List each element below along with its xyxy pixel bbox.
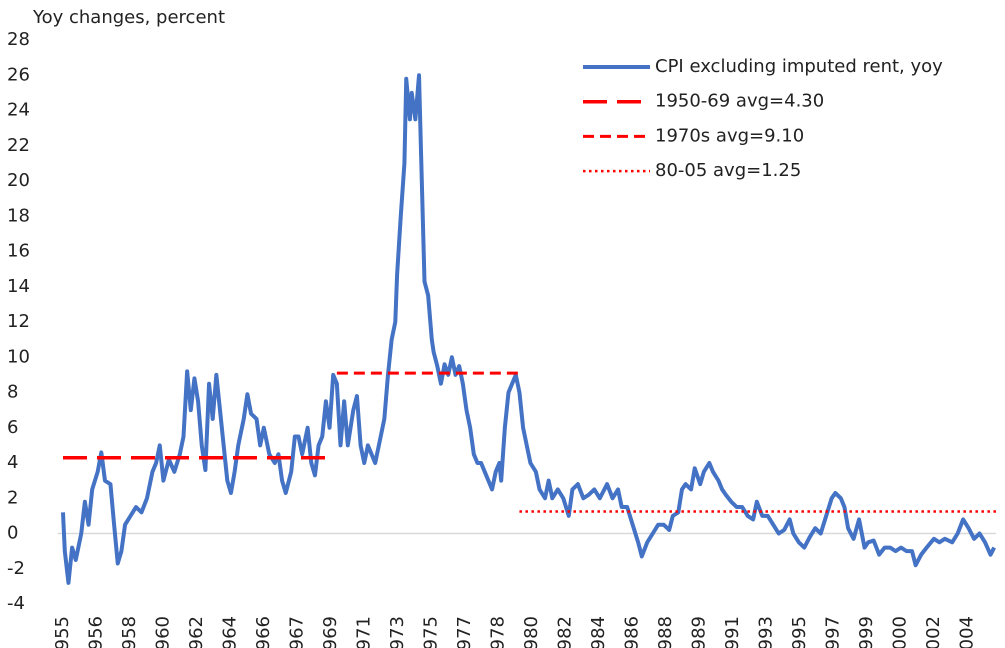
- x-tick-label: 2004: [957, 616, 978, 648]
- x-tick-label: 1991: [722, 616, 743, 648]
- y-tick-label: 24: [7, 100, 30, 121]
- y-tick-label: 28: [7, 29, 30, 50]
- x-tick-label: 1984: [588, 616, 609, 648]
- x-tick-label: 1999: [856, 616, 877, 648]
- y-tick-label: 26: [7, 64, 30, 85]
- x-tick-label: 2002: [923, 616, 944, 648]
- x-tick-label: 1955: [52, 616, 73, 648]
- legend-label: 1950-69 avg=4.30: [655, 91, 824, 112]
- y-tick-label: 20: [7, 170, 30, 191]
- x-tick-label: 1962: [186, 616, 207, 648]
- y-tick-label: -2: [7, 558, 25, 579]
- x-tick-label: 1960: [153, 616, 174, 648]
- x-tick-label: 1964: [220, 616, 241, 648]
- y-tick-label: 18: [7, 205, 30, 226]
- x-tick-label: 2000: [890, 616, 911, 648]
- x-tick-label: 1977: [454, 616, 475, 648]
- legend-label: 1970s avg=9.10: [655, 125, 804, 146]
- x-tick-label: 1988: [655, 616, 676, 648]
- y-tick-label: 16: [7, 241, 30, 262]
- x-tick-label: 1989: [689, 616, 710, 648]
- x-tick-label: 1971: [354, 616, 375, 648]
- y-tick-label: 0: [7, 523, 18, 544]
- x-tick-label: 1966: [253, 616, 274, 648]
- x-tick-label: 1993: [756, 616, 777, 648]
- legend-label: 80-05 avg=1.25: [655, 160, 801, 181]
- y-tick-label: 6: [7, 417, 18, 438]
- series-line: [60, 73, 996, 585]
- x-tick-label: 1969: [320, 616, 341, 648]
- x-tick-label: 1978: [488, 616, 509, 648]
- x-tick-label: 1997: [823, 616, 844, 648]
- y-tick-label: 12: [7, 311, 30, 332]
- x-tick-label: 1958: [119, 616, 140, 648]
- x-tick-label: 1973: [387, 616, 408, 648]
- x-tick-label: 1956: [86, 616, 107, 648]
- y-tick-label: 4: [7, 452, 18, 473]
- y-tick-label: 22: [7, 135, 30, 156]
- y-axis-label: Yoy changes, percent: [32, 7, 225, 28]
- y-tick-label: 8: [7, 382, 18, 403]
- y-tick-label: 14: [7, 276, 30, 297]
- y-tick-label: -4: [7, 593, 25, 614]
- x-tick-label: 1995: [789, 616, 810, 648]
- x-tick-label: 1975: [421, 616, 442, 648]
- x-tick-label: 1982: [555, 616, 576, 648]
- x-tick-label: 1967: [287, 616, 308, 648]
- legend-label: CPI excluding imputed rent, yoy: [655, 56, 943, 77]
- x-tick-label: 1980: [521, 616, 542, 648]
- y-tick-label: 10: [7, 346, 30, 367]
- y-tick-label: 2: [7, 487, 18, 508]
- x-tick-label: 1986: [622, 616, 643, 648]
